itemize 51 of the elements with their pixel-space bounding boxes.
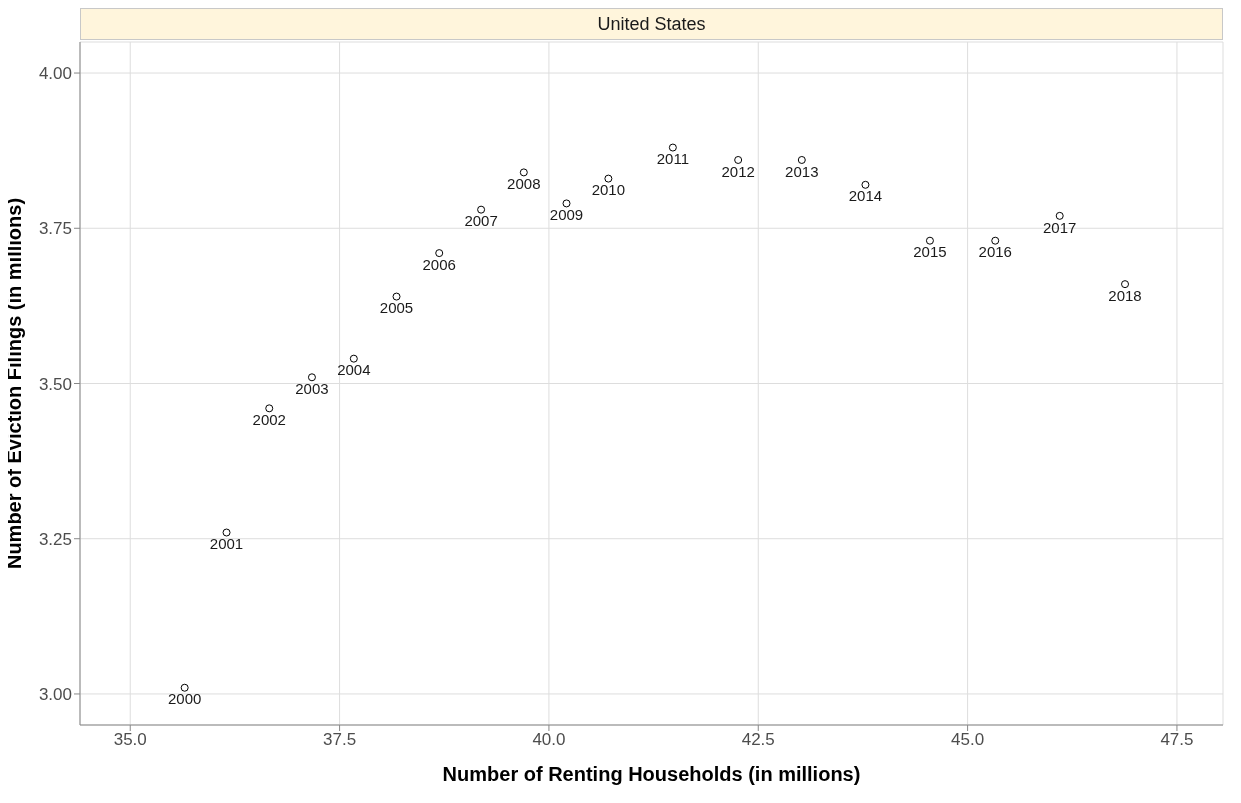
annotation: 2002 xyxy=(252,410,286,428)
point xyxy=(349,354,358,363)
annotation: 2003 xyxy=(295,379,329,397)
annotation: 2009 xyxy=(549,206,584,224)
x-tick-label: 45.0 xyxy=(951,730,985,750)
x-tick-label: 42.5 xyxy=(741,730,775,750)
y-tick-label: 4.00 xyxy=(38,64,72,84)
y-tick-label: 3.50 xyxy=(38,374,72,394)
point xyxy=(307,373,316,382)
point xyxy=(734,155,743,164)
point xyxy=(1121,280,1130,289)
point xyxy=(180,683,189,692)
point xyxy=(1055,211,1064,220)
annotation: 2017 xyxy=(1043,218,1077,236)
point xyxy=(477,205,486,214)
annotation: 2000 xyxy=(167,690,202,708)
annotation: 2006 xyxy=(422,255,456,273)
annotation: 2008 xyxy=(507,175,541,193)
point xyxy=(392,292,401,301)
annotation: 2012 xyxy=(721,162,755,180)
annotation: 2018 xyxy=(1108,286,1142,304)
point xyxy=(925,236,934,245)
annotation: 2016 xyxy=(978,243,1012,261)
point xyxy=(519,168,528,177)
annotation: 2010 xyxy=(591,181,626,199)
x-tick-label: 35.0 xyxy=(113,730,147,750)
point xyxy=(604,174,613,183)
point xyxy=(991,236,1000,245)
annotation: 2015 xyxy=(913,243,947,261)
point xyxy=(265,404,274,413)
y-tick-label: 3.00 xyxy=(38,684,72,704)
point xyxy=(861,180,870,189)
point xyxy=(222,528,231,537)
annotation: 2011 xyxy=(656,150,689,168)
annotation: 2004 xyxy=(337,361,371,379)
x-axis-title: Number of Renting Households (in millions) xyxy=(442,763,861,785)
x-tick-label: 37.5 xyxy=(323,730,357,750)
point xyxy=(562,199,571,208)
annotation: 2005 xyxy=(379,299,414,317)
point xyxy=(435,249,444,258)
annotation: 2007 xyxy=(464,212,498,230)
y-tick-label: 3.75 xyxy=(38,219,72,239)
x-tick-label: 40.0 xyxy=(532,730,566,750)
annotation: 2013 xyxy=(785,162,819,180)
point xyxy=(668,143,677,152)
y-tick-label: 3.25 xyxy=(38,529,72,549)
x-tick-label: 47.5 xyxy=(1160,730,1194,750)
annotation: 2001 xyxy=(209,535,244,553)
point xyxy=(797,155,806,164)
chart-title: United States xyxy=(80,8,1223,40)
annotation: 2014 xyxy=(848,187,883,205)
